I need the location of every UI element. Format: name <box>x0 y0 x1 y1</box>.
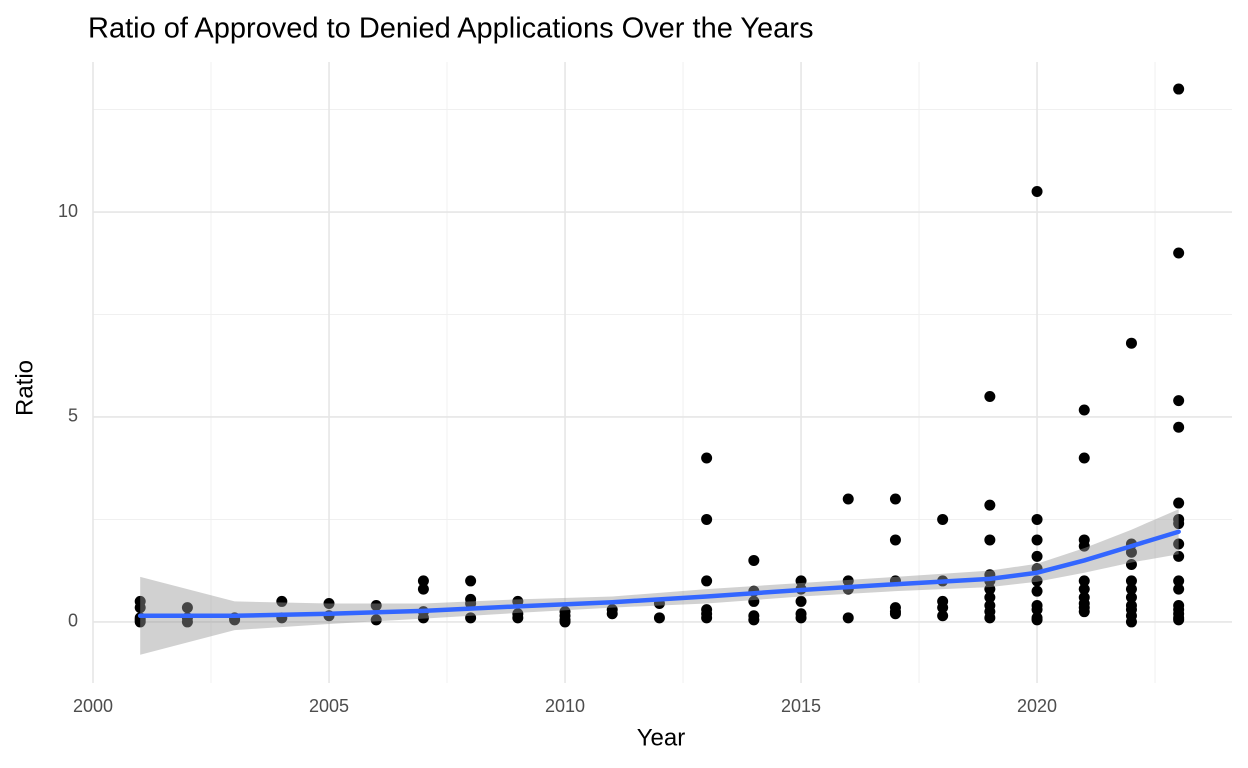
point <box>181 602 193 614</box>
point <box>1173 518 1185 530</box>
point <box>1031 575 1043 587</box>
point <box>984 390 996 402</box>
point <box>748 614 760 626</box>
point <box>1125 583 1137 595</box>
x-tick-label: 2005 <box>309 696 349 716</box>
point <box>937 602 949 614</box>
point <box>1031 585 1043 597</box>
point <box>1125 546 1137 558</box>
point <box>1031 186 1043 198</box>
x-tick-label: 2015 <box>781 696 821 716</box>
point <box>1173 247 1185 259</box>
point <box>323 597 335 609</box>
point <box>370 600 382 612</box>
point <box>984 534 996 546</box>
smooth-line <box>137 529 1181 619</box>
point <box>1031 534 1043 546</box>
point <box>1125 616 1137 628</box>
point <box>889 608 901 620</box>
point <box>748 554 760 566</box>
confidence-band <box>140 509 1179 655</box>
y-tick-label: 0 <box>68 611 78 631</box>
point <box>370 614 382 626</box>
point <box>1173 497 1185 509</box>
point <box>1125 591 1137 603</box>
point <box>276 595 288 607</box>
point <box>559 616 571 628</box>
point <box>984 591 996 603</box>
point <box>1078 452 1090 464</box>
point <box>795 612 807 624</box>
x-tick-label: 2000 <box>73 696 113 716</box>
point <box>889 493 901 505</box>
point <box>984 499 996 511</box>
point <box>937 513 949 525</box>
point <box>417 583 429 595</box>
point <box>1125 337 1137 349</box>
point <box>417 575 429 587</box>
point <box>701 452 713 464</box>
point <box>795 595 807 607</box>
point <box>984 583 996 595</box>
point <box>1173 421 1185 433</box>
point <box>889 534 901 546</box>
point <box>1125 559 1137 571</box>
point <box>701 612 713 624</box>
point <box>842 493 854 505</box>
point <box>134 602 146 614</box>
point <box>1078 606 1090 618</box>
point <box>1031 513 1043 525</box>
point <box>984 612 996 624</box>
point <box>1173 395 1185 407</box>
point <box>1173 538 1185 550</box>
y-tick-label: 5 <box>68 406 78 426</box>
x-tick-label: 2020 <box>1017 696 1057 716</box>
point <box>748 595 760 607</box>
point <box>465 575 477 587</box>
point <box>1078 583 1090 595</box>
point <box>842 575 854 587</box>
point <box>842 612 854 624</box>
y-axis-label: Ratio <box>11 360 38 416</box>
point <box>701 513 713 525</box>
point <box>1173 83 1185 95</box>
point <box>1173 614 1185 626</box>
point <box>606 608 618 620</box>
point <box>1031 550 1043 562</box>
y-tick-label: 10 <box>58 201 78 221</box>
point <box>417 612 429 624</box>
point <box>937 610 949 622</box>
point <box>134 616 146 628</box>
point <box>512 612 524 624</box>
point <box>465 612 477 624</box>
point <box>1173 550 1185 562</box>
x-axis-label: Year <box>637 724 686 751</box>
point <box>181 616 193 628</box>
point <box>1031 604 1043 616</box>
point <box>1125 575 1137 587</box>
point <box>653 612 665 624</box>
point <box>701 575 713 587</box>
point <box>1078 575 1090 587</box>
chart-title: Ratio of Approved to Denied Applications… <box>88 13 813 45</box>
point <box>1031 614 1043 626</box>
x-tick-label: 2010 <box>545 696 585 716</box>
point <box>1078 540 1090 552</box>
point <box>1173 583 1185 595</box>
point <box>1078 404 1090 416</box>
point <box>1173 575 1185 587</box>
point <box>795 575 807 587</box>
